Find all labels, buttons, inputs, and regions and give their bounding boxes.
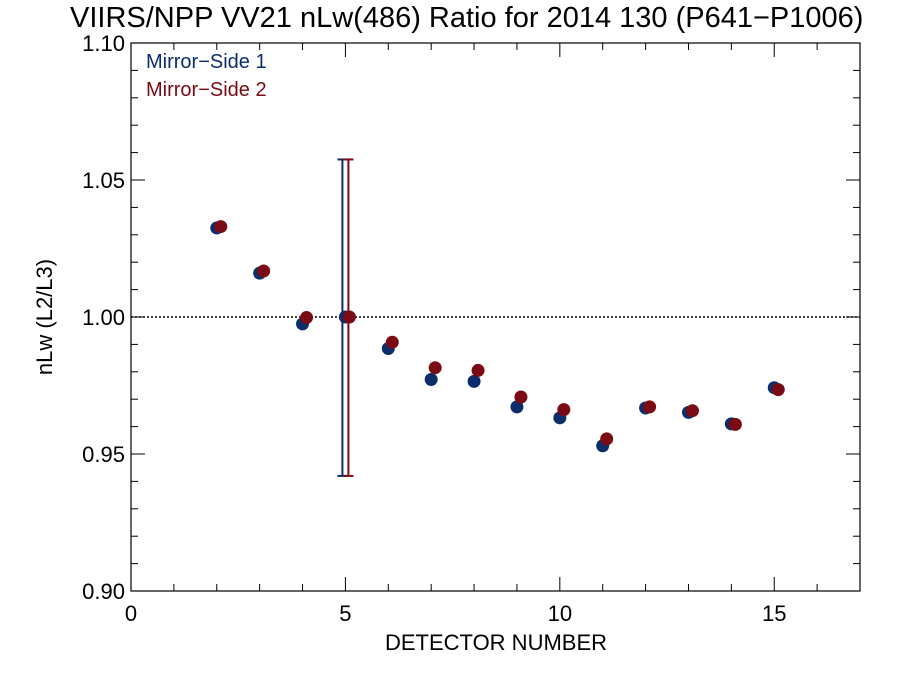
data-point-mirror-side-2 — [771, 383, 785, 397]
x-tick-label: 10 — [548, 601, 572, 626]
data-point-mirror-side-2 — [214, 220, 228, 234]
y-tick-label: 0.95 — [82, 442, 125, 467]
data-point-mirror-side-1 — [467, 374, 481, 388]
data-point-mirror-side-2 — [514, 390, 528, 404]
y-tick-label: 1.05 — [82, 168, 125, 193]
data-point-mirror-side-2 — [257, 264, 271, 278]
data-point-mirror-side-2 — [385, 335, 399, 349]
data-point-mirror-side-2 — [685, 404, 699, 418]
y-axis-label: nLw (L2/L3) — [32, 259, 57, 375]
data-point-mirror-side-2 — [342, 310, 356, 324]
tick-labels: 0 5 10 15 0.90 0.95 1.00 1.05 1.10 — [82, 31, 786, 626]
data-point-mirror-side-2 — [600, 432, 614, 446]
legend-entry-mirror-side-1: Mirror−Side 1 — [146, 51, 267, 73]
axis-ticks — [130, 42, 861, 592]
x-tick-label: 5 — [339, 601, 351, 626]
data-point-mirror-side-1 — [510, 400, 524, 414]
data-point-mirror-side-2 — [728, 417, 742, 431]
data-point-mirror-side-2 — [643, 400, 657, 414]
data-point-mirror-side-2 — [471, 363, 485, 377]
data-point-mirror-side-2 — [300, 311, 314, 325]
data-point-mirror-side-1 — [424, 372, 438, 386]
x-axis-label: DETECTOR NUMBER — [385, 630, 607, 655]
y-tick-label: 0.90 — [82, 579, 125, 604]
chart-title: VIIRS/NPP VV21 nLw(486) Ratio for 2014 1… — [70, 2, 863, 34]
legend-entry-mirror-side-2: Mirror−Side 2 — [146, 79, 267, 101]
x-tick-label: 15 — [762, 601, 786, 626]
data-point-mirror-side-2 — [557, 403, 571, 417]
y-tick-label: 1.10 — [82, 31, 125, 56]
y-tick-label: 1.00 — [82, 305, 125, 330]
data-points — [210, 220, 785, 453]
x-tick-label: 0 — [125, 601, 137, 626]
data-point-mirror-side-2 — [428, 361, 442, 375]
